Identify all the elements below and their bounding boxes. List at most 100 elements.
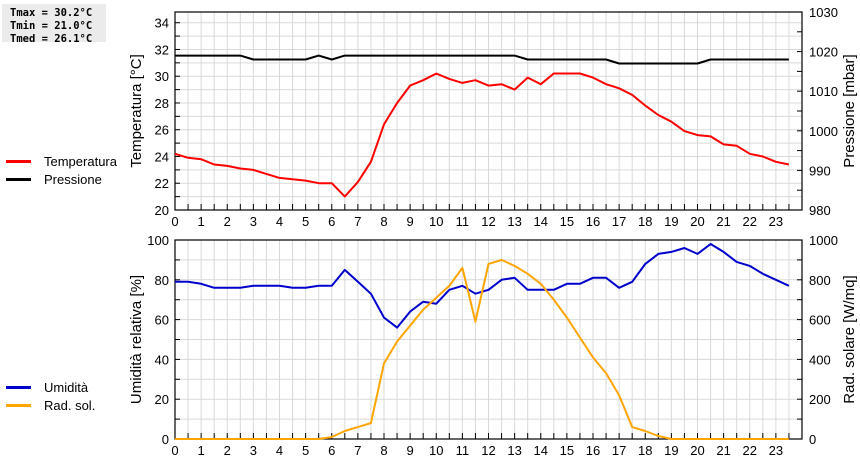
svg-text:1000: 1000 xyxy=(809,233,838,248)
svg-text:16: 16 xyxy=(586,443,600,458)
svg-text:200: 200 xyxy=(809,392,831,407)
svg-text:14: 14 xyxy=(534,214,548,229)
svg-text:14: 14 xyxy=(534,443,548,458)
svg-text:8: 8 xyxy=(380,443,387,458)
y-axis-title-right: Pressione [mbar] xyxy=(841,54,858,167)
svg-text:4: 4 xyxy=(276,443,283,458)
svg-text:22: 22 xyxy=(743,214,757,229)
svg-text:1: 1 xyxy=(198,214,205,229)
y-axis-title-left: Umidità relativa [%] xyxy=(128,275,145,404)
svg-text:30: 30 xyxy=(155,69,169,84)
svg-text:13: 13 xyxy=(507,443,521,458)
svg-text:13: 13 xyxy=(507,214,521,229)
svg-text:2: 2 xyxy=(224,214,231,229)
svg-text:3: 3 xyxy=(250,443,257,458)
svg-text:6: 6 xyxy=(328,214,335,229)
legend-label: Umidità xyxy=(44,379,89,395)
svg-text:26: 26 xyxy=(155,123,169,138)
svg-text:7: 7 xyxy=(354,214,361,229)
svg-text:400: 400 xyxy=(809,352,831,367)
svg-text:20: 20 xyxy=(155,203,169,218)
stat-tmax: Tmax = 30.2°C xyxy=(10,7,93,19)
svg-text:22: 22 xyxy=(743,443,757,458)
legend-label: Temperatura xyxy=(44,153,117,169)
svg-text:21: 21 xyxy=(716,214,730,229)
svg-text:5: 5 xyxy=(302,214,309,229)
legend-item-radsol: Rad. sol. xyxy=(6,396,95,414)
legend-item-umidita: Umidità xyxy=(6,378,95,396)
svg-text:20: 20 xyxy=(690,214,704,229)
svg-text:100: 100 xyxy=(147,233,169,248)
svg-text:800: 800 xyxy=(809,273,831,288)
svg-text:17: 17 xyxy=(612,214,626,229)
svg-text:7: 7 xyxy=(354,443,361,458)
svg-text:0: 0 xyxy=(162,432,169,447)
svg-text:28: 28 xyxy=(155,96,169,111)
svg-text:1020: 1020 xyxy=(809,45,838,60)
y-axis-title-right: Rad. solare [W/mq] xyxy=(841,275,858,403)
svg-text:990: 990 xyxy=(809,163,831,178)
svg-text:0: 0 xyxy=(171,214,178,229)
svg-text:3: 3 xyxy=(250,214,257,229)
svg-text:600: 600 xyxy=(809,313,831,328)
svg-text:2: 2 xyxy=(224,443,231,458)
svg-text:24: 24 xyxy=(155,149,169,164)
legend-label: Rad. sol. xyxy=(44,397,96,413)
svg-text:20: 20 xyxy=(690,443,704,458)
stat-tmin: Tmin = 21.0°C xyxy=(10,20,93,32)
svg-text:32: 32 xyxy=(155,42,169,57)
svg-text:5: 5 xyxy=(302,443,309,458)
svg-text:40: 40 xyxy=(155,352,169,367)
stat-tmed: Tmed = 26.1°C xyxy=(10,33,93,45)
svg-text:17: 17 xyxy=(612,443,626,458)
svg-text:1010: 1010 xyxy=(809,84,838,99)
legend-item-pressione: Pressione xyxy=(6,170,117,188)
series-umidit xyxy=(175,243,790,329)
svg-text:11: 11 xyxy=(456,214,470,229)
svg-text:18: 18 xyxy=(638,443,652,458)
svg-text:11: 11 xyxy=(456,443,470,458)
series-radsol xyxy=(175,258,789,440)
svg-text:22: 22 xyxy=(155,176,169,191)
svg-text:0: 0 xyxy=(171,443,178,458)
legend-label: Pressione xyxy=(44,171,102,187)
svg-text:34: 34 xyxy=(155,16,169,31)
svg-text:19: 19 xyxy=(664,214,678,229)
svg-text:23: 23 xyxy=(769,443,783,458)
svg-text:1: 1 xyxy=(198,443,205,458)
svg-text:8: 8 xyxy=(380,214,387,229)
svg-text:18: 18 xyxy=(638,214,652,229)
y-axis-title-left: Temperatura [°C] xyxy=(128,54,145,168)
svg-text:9: 9 xyxy=(407,214,414,229)
chart-temp-pressure: 0 1 2 3 4 5 6 7 8 9 10 11 12 13 14 15 16 17 18 19 20 21 22 2320… xyxy=(128,5,858,229)
svg-text:20: 20 xyxy=(155,392,169,407)
svg-text:15: 15 xyxy=(560,443,574,458)
legend-bottom: Umidità Rad. sol. xyxy=(6,378,95,414)
series-temperatura xyxy=(174,72,790,198)
svg-text:15: 15 xyxy=(560,214,574,229)
svg-text:10: 10 xyxy=(429,443,443,458)
legend-swatch-red xyxy=(6,159,31,163)
legend-swatch-blue xyxy=(6,385,31,389)
legend-swatch-black xyxy=(6,177,31,181)
svg-text:80: 80 xyxy=(155,273,169,288)
series-pressione xyxy=(175,54,789,65)
svg-text:4: 4 xyxy=(276,214,283,229)
svg-text:21: 21 xyxy=(716,443,730,458)
svg-text:12: 12 xyxy=(481,443,495,458)
legend-swatch-orange xyxy=(6,403,31,407)
svg-text:10: 10 xyxy=(429,214,443,229)
chart-humidity-radiation: 0 1 2 3 4 5 6 7 8 9 10 11 12 13 14 15 16 17 18 19 20 21 22 2302… xyxy=(128,233,858,458)
svg-text:0: 0 xyxy=(809,432,816,447)
svg-text:980: 980 xyxy=(809,203,831,218)
svg-text:12: 12 xyxy=(481,214,495,229)
svg-text:23: 23 xyxy=(769,214,783,229)
svg-text:9: 9 xyxy=(407,443,414,458)
legend-top: Temperatura Pressione xyxy=(6,152,117,188)
svg-text:6: 6 xyxy=(328,443,335,458)
svg-text:1000: 1000 xyxy=(809,124,838,139)
legend-item-temperatura: Temperatura xyxy=(6,152,117,170)
svg-text:1030: 1030 xyxy=(809,5,838,20)
svg-text:16: 16 xyxy=(586,214,600,229)
